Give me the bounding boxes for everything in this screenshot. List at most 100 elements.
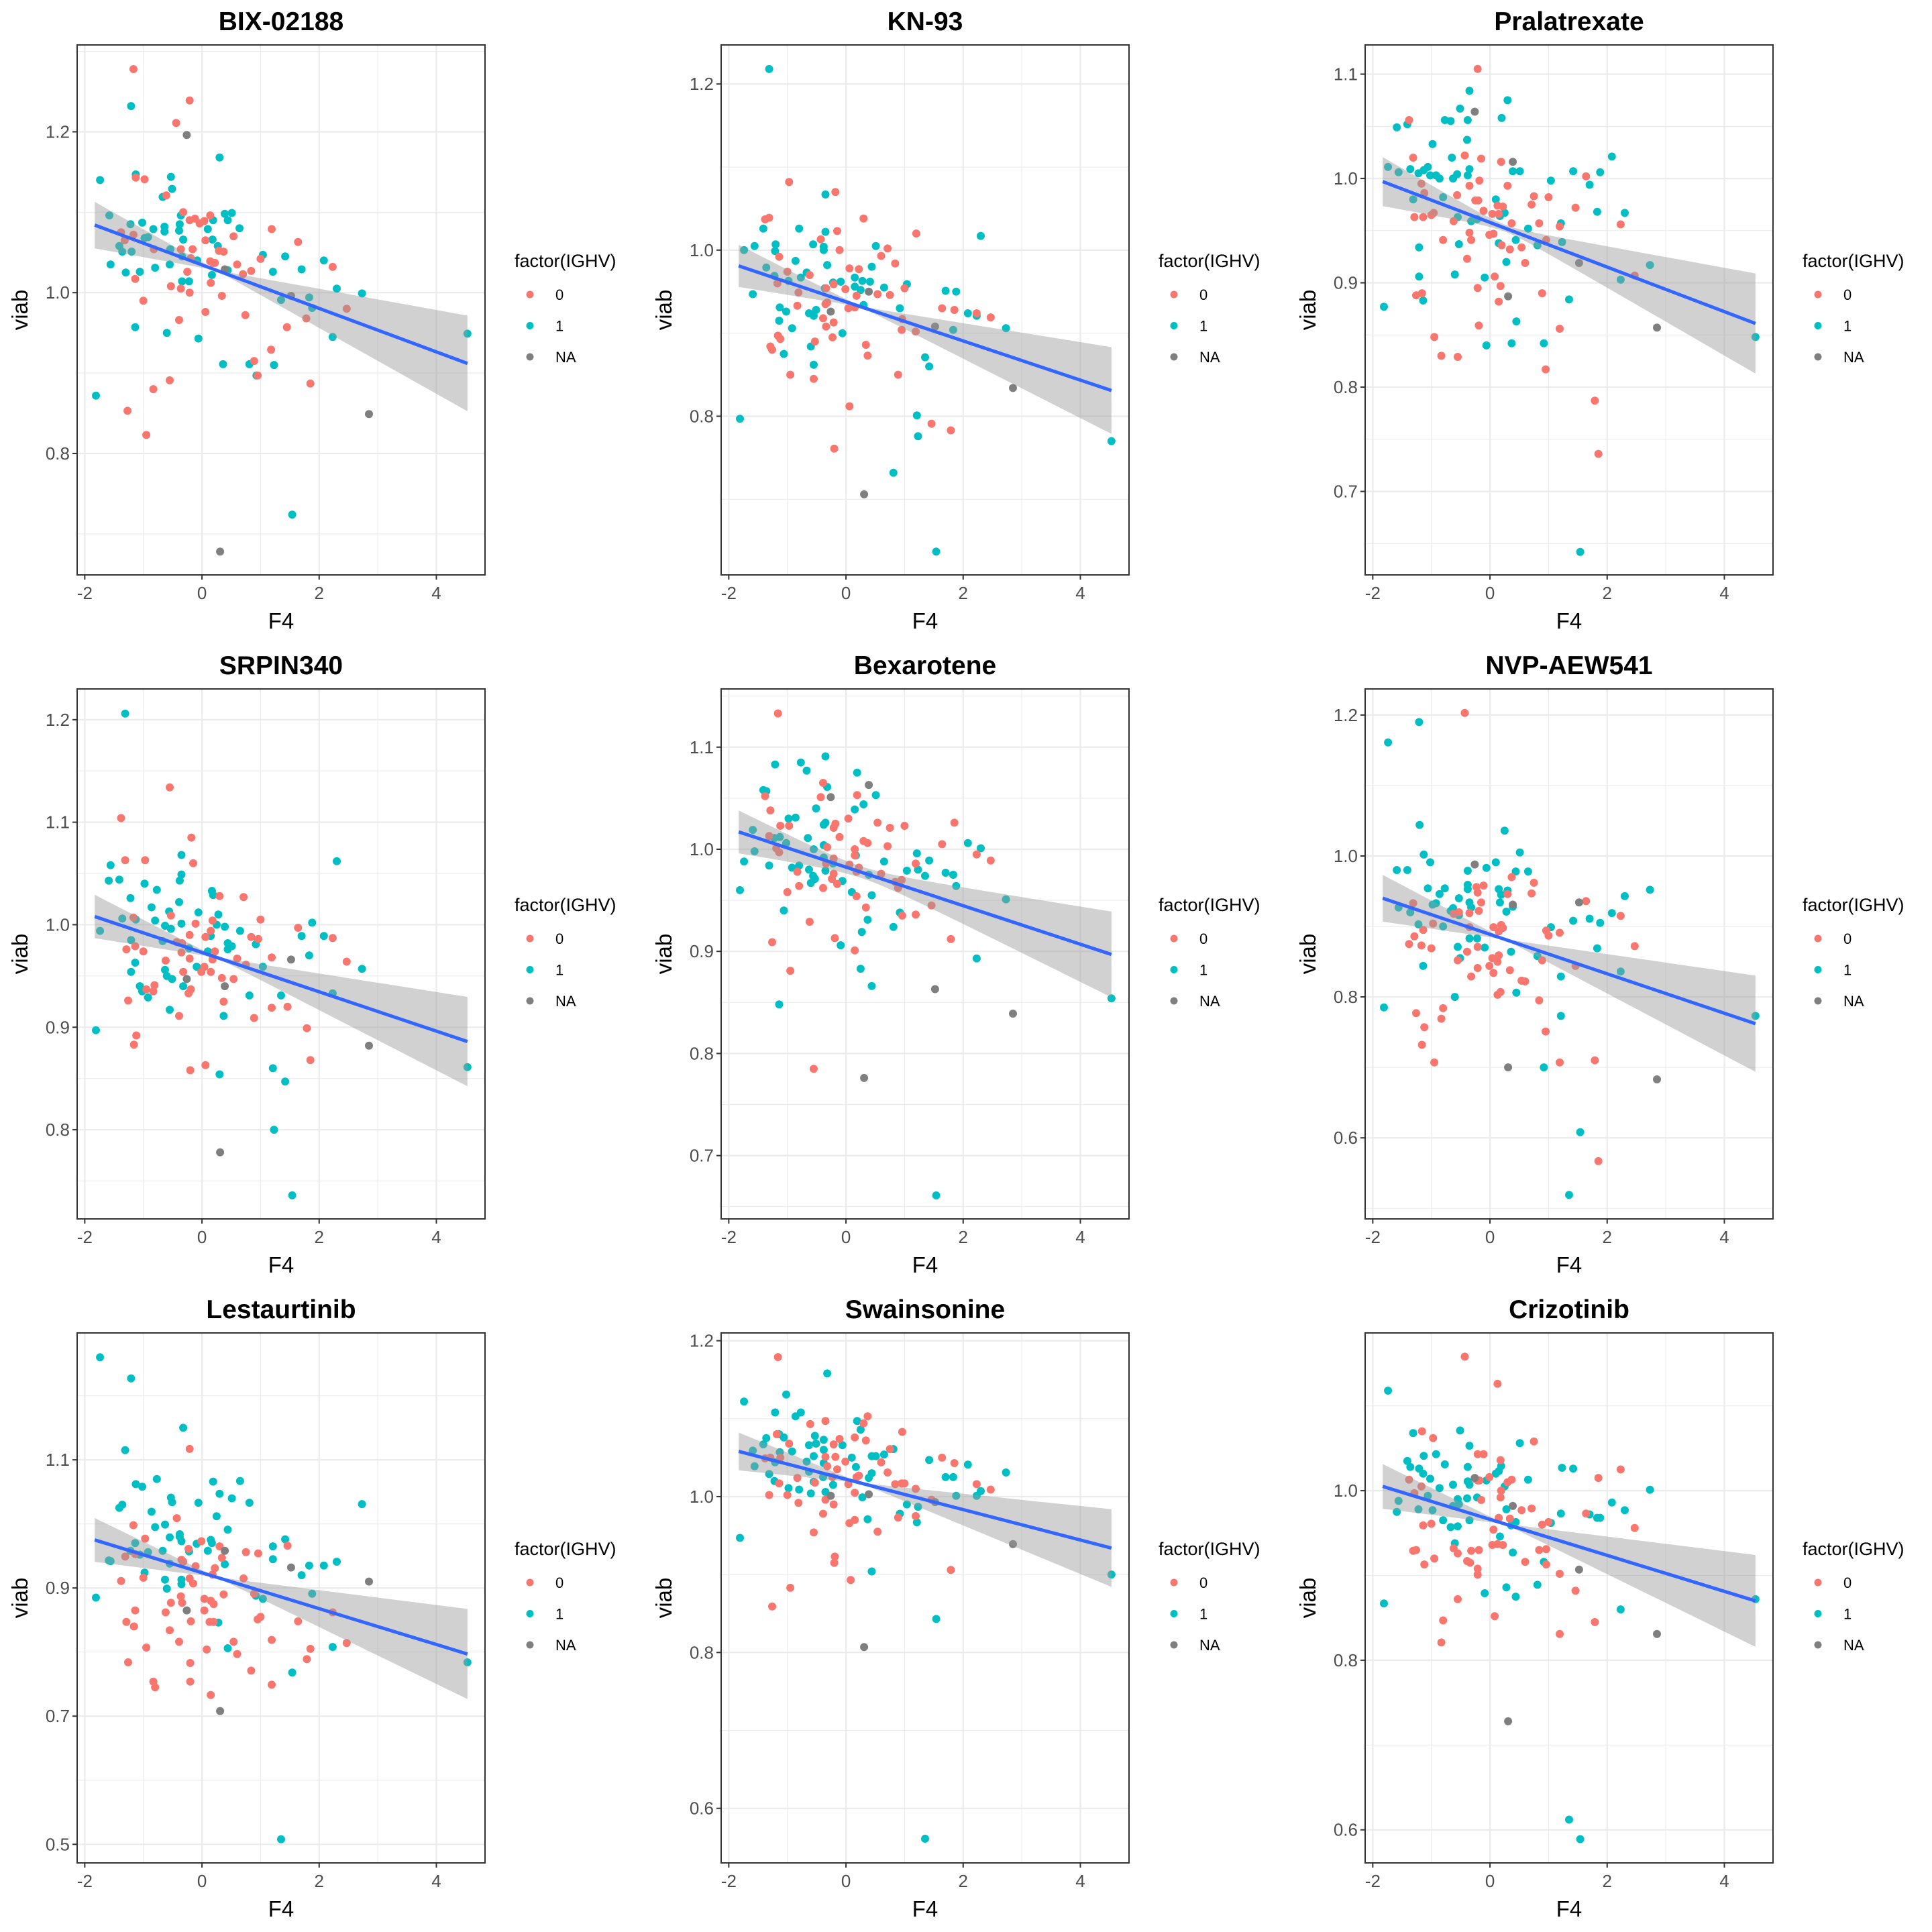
legend-key-na: [526, 1641, 534, 1649]
point-ighv-0: [176, 245, 185, 254]
point-ighv-0: [845, 264, 854, 273]
x-axis-title: F4: [268, 1252, 294, 1277]
y-tick-label: 0.5: [46, 1834, 70, 1854]
point-ighv-0: [831, 188, 840, 197]
point-ighv-1: [1456, 104, 1464, 113]
point-ighv-na: [865, 1490, 873, 1499]
point-ighv-0: [209, 1617, 218, 1626]
point-ighv-0: [1474, 196, 1483, 205]
point-ighv-1: [1546, 176, 1555, 185]
legend-key-na: [1814, 1641, 1822, 1649]
point-ighv-0: [1439, 235, 1448, 244]
point-ighv-1: [162, 1585, 171, 1593]
point-ighv-1: [949, 871, 957, 879]
point-ighv-1: [92, 391, 100, 400]
point-ighv-1: [771, 760, 780, 769]
point-ighv-0: [241, 1548, 250, 1556]
point-ighv-0: [885, 1445, 894, 1454]
point-ighv-0: [342, 305, 351, 313]
legend-key-0: [1170, 290, 1178, 299]
point-ighv-na: [365, 410, 373, 419]
point-ighv-1: [161, 1575, 169, 1584]
x-axis-title: F4: [1556, 608, 1582, 633]
point-ighv-0: [172, 119, 180, 127]
point-ighv-1: [193, 963, 201, 971]
y-tick-label: 1.2: [690, 74, 714, 94]
gridlines: [1365, 689, 1773, 1219]
point-ighv-0: [1521, 1558, 1529, 1566]
point-ighv-0: [1493, 957, 1502, 966]
point-ighv-1: [736, 1534, 744, 1542]
point-ighv-1: [750, 847, 759, 855]
point-ighv-0: [898, 911, 906, 920]
point-ighv-0: [1535, 1546, 1544, 1554]
chart-panel: -2 0 2 4 0.7 0.8 0.9 1.0 1.1 Pralatrexate F4 viab fa…: [1295, 7, 1904, 633]
point-ighv-0: [185, 96, 194, 105]
point-ighv-1: [1450, 270, 1459, 279]
point-ighv-0: [819, 314, 827, 323]
legend-key-na: [1170, 353, 1178, 361]
point-ighv-0: [1454, 1595, 1462, 1603]
legend-label: NA: [1843, 349, 1864, 366]
point-ighv-1: [463, 329, 472, 338]
point-ighv-1: [1491, 858, 1500, 867]
point-ighv-1: [463, 1658, 472, 1666]
point-ighv-1: [1507, 339, 1516, 347]
point-ighv-1: [333, 857, 341, 865]
point-ighv-0: [306, 1056, 315, 1065]
point-ighv-na: [826, 793, 835, 802]
point-ighv-1: [1569, 167, 1578, 176]
point-ighv-0: [1429, 1434, 1438, 1442]
point-ighv-1: [1558, 237, 1566, 246]
point-ighv-1: [914, 865, 922, 874]
point-ighv-1: [932, 1191, 941, 1199]
point-ighv-0: [1594, 1157, 1603, 1165]
gridlines: [1365, 1333, 1773, 1863]
point-ighv-0: [142, 1644, 151, 1652]
point-ighv-1: [782, 1390, 790, 1399]
point-ighv-0: [166, 1626, 174, 1635]
point-ighv-0: [1493, 1379, 1502, 1388]
point-ighv-1: [1491, 1469, 1500, 1478]
panel-border: [720, 688, 1130, 1220]
point-ighv-1: [853, 768, 861, 777]
point-ighv-1: [914, 1503, 922, 1511]
point-ighv-0: [1417, 941, 1426, 950]
point-ighv-1: [1432, 899, 1440, 908]
point-ighv-1: [281, 1077, 290, 1086]
point-ighv-1: [297, 932, 306, 941]
legend-label: 1: [1199, 318, 1208, 335]
point-ighv-1: [147, 903, 156, 912]
points-layer: [92, 709, 472, 1199]
y-axis-title: viab: [1295, 934, 1320, 975]
point-ighv-1: [912, 1518, 921, 1527]
point-ighv-1: [258, 963, 267, 971]
point-ighv-0: [140, 175, 149, 184]
confidence-ribbon: [95, 894, 468, 1087]
point-ighv-1: [853, 1417, 861, 1426]
point-ighv-0: [863, 1412, 872, 1421]
point-ighv-0: [873, 818, 882, 827]
y-tick-label: 0.6: [690, 1799, 714, 1819]
x-tick-label: 0: [1485, 1227, 1495, 1247]
point-ighv-0: [873, 290, 882, 299]
legend-key-1: [526, 1610, 534, 1617]
legend-key-0: [1814, 290, 1822, 299]
point-ighv-1: [297, 265, 306, 274]
point-ighv-1: [1384, 162, 1393, 171]
point-ighv-1: [1502, 1505, 1511, 1513]
point-ighv-1: [127, 102, 136, 111]
point-ighv-0: [885, 824, 894, 832]
point-ighv-1: [1607, 909, 1616, 918]
plot-background: [1365, 45, 1773, 575]
point-ighv-1: [152, 885, 161, 894]
point-ighv-1: [1523, 867, 1532, 876]
point-ighv-1: [1439, 1516, 1448, 1525]
y-tick-label: 1.2: [46, 121, 70, 142]
point-ighv-1: [1449, 1481, 1457, 1489]
point-ighv-1: [871, 791, 880, 800]
point-ighv-1: [319, 932, 328, 941]
point-ighv-0: [129, 1040, 138, 1049]
point-ighv-1: [847, 1453, 856, 1462]
point-ighv-0: [851, 946, 859, 955]
